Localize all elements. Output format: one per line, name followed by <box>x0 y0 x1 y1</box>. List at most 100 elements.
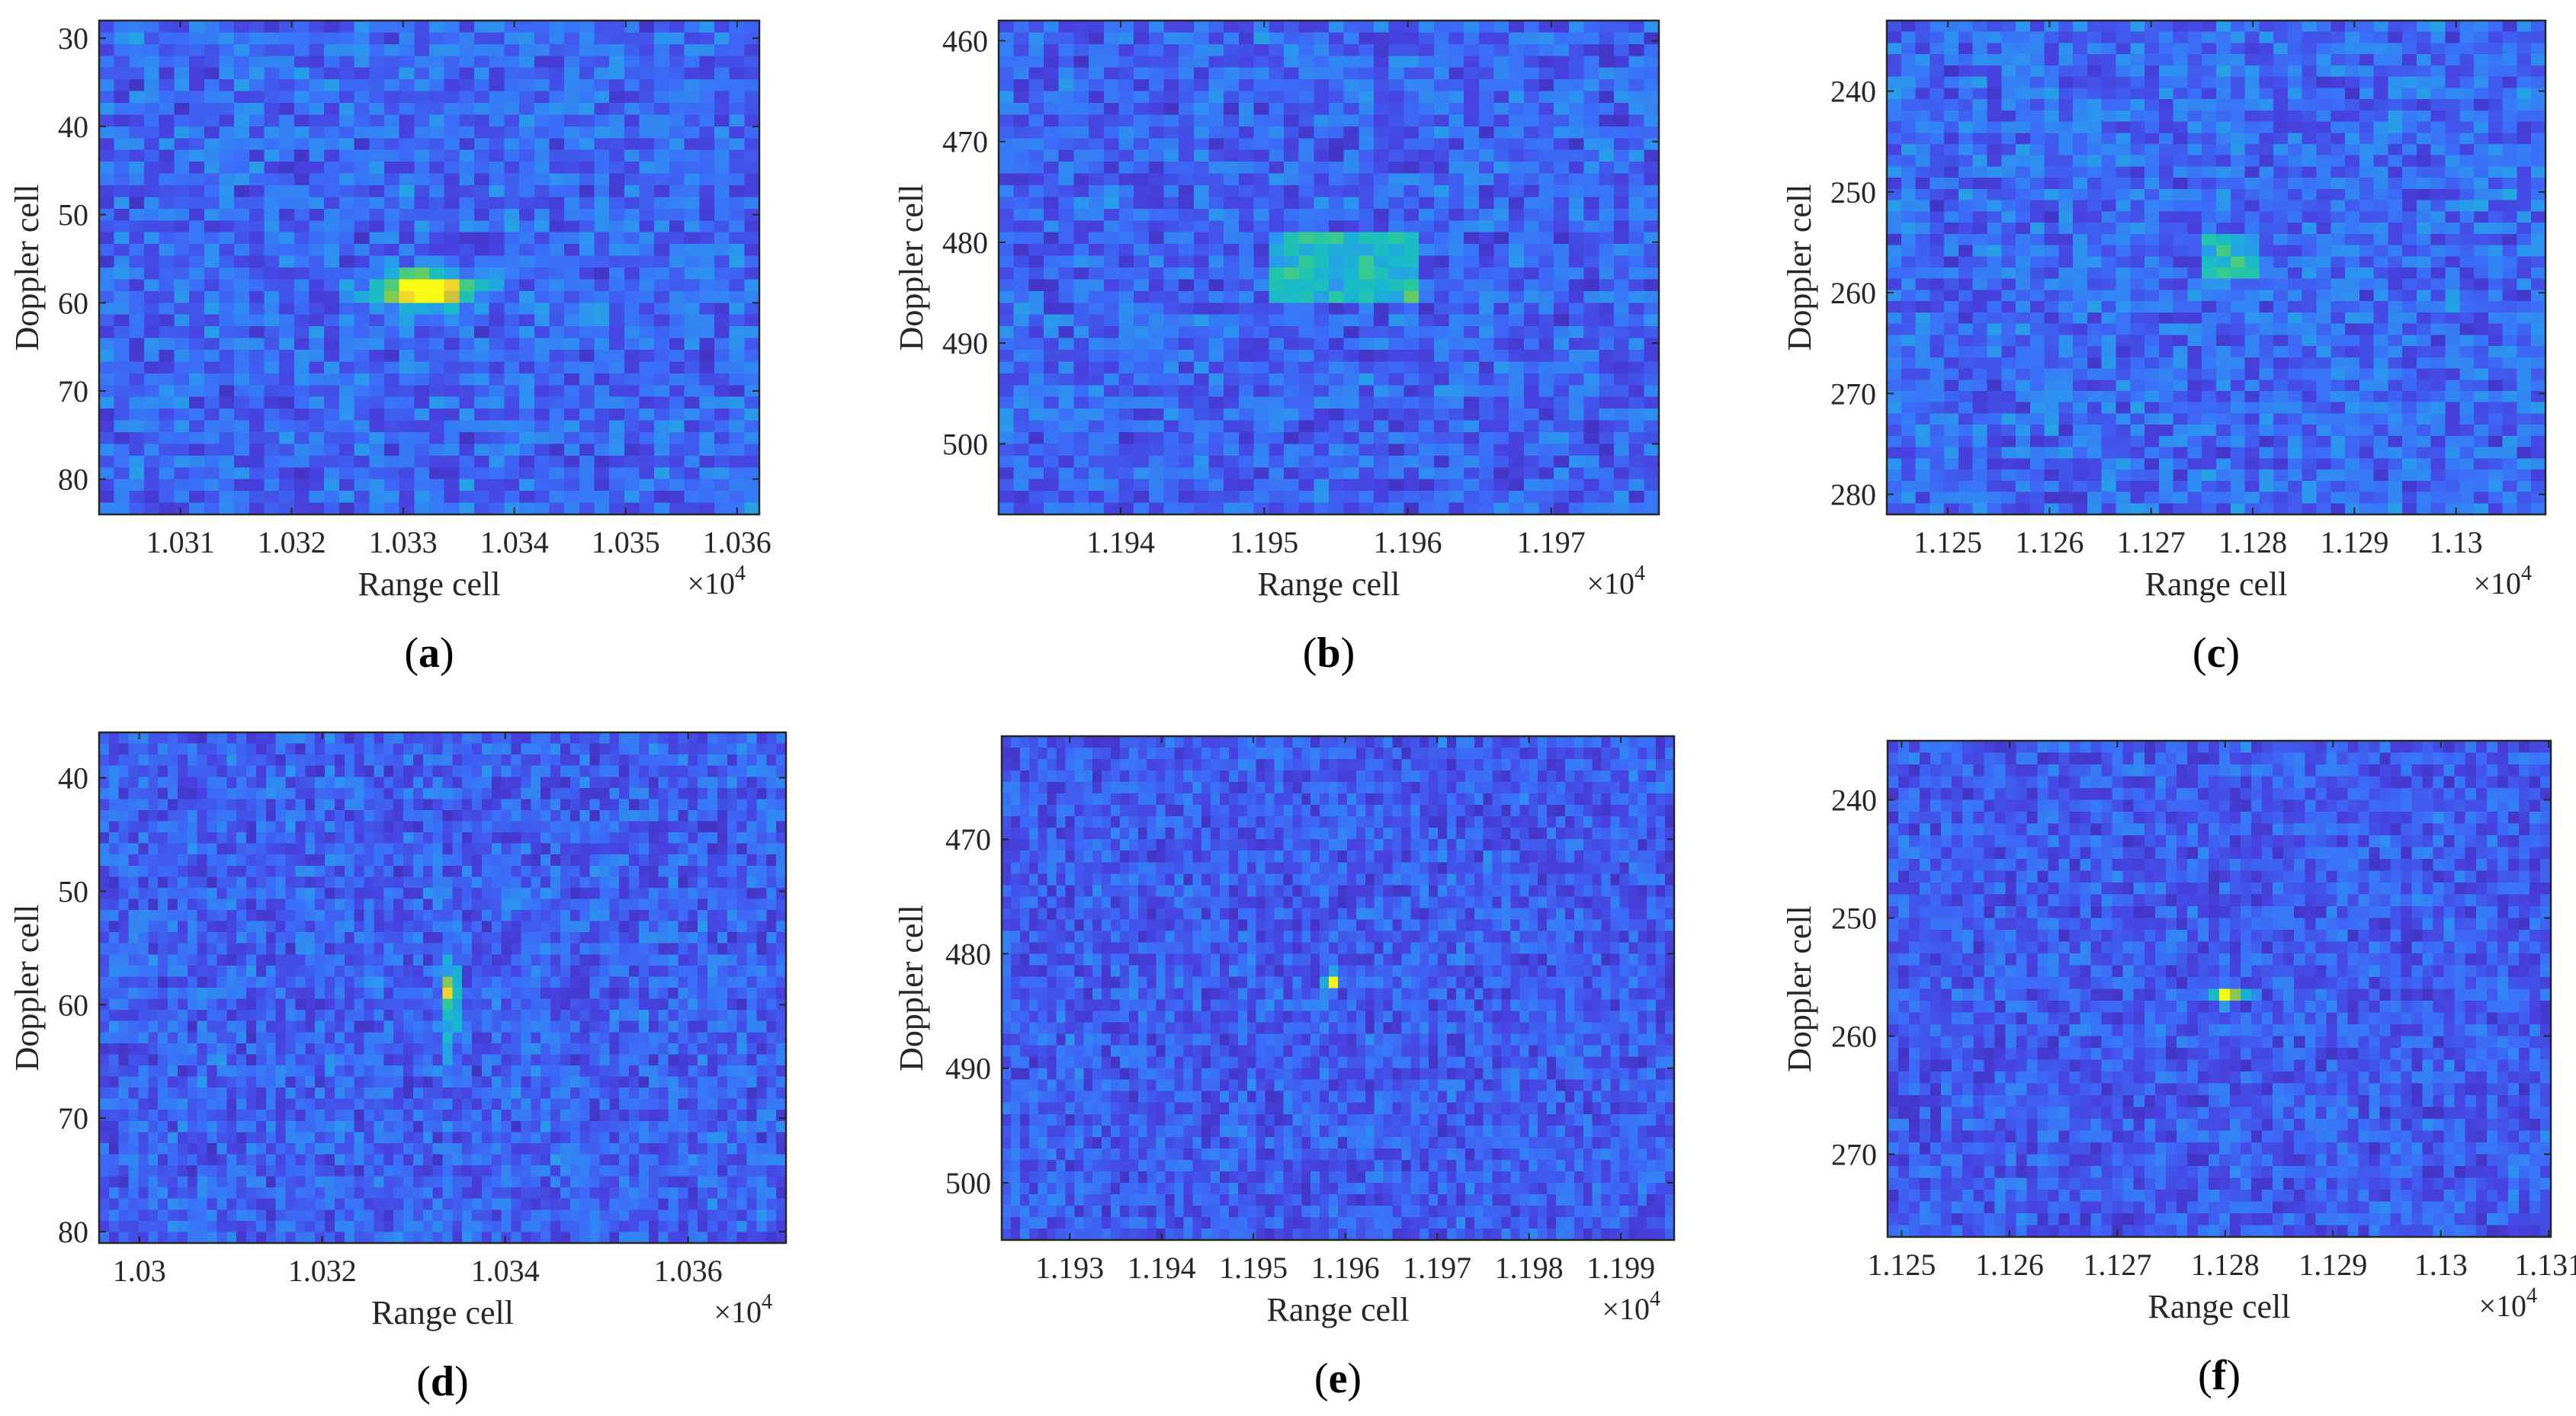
heatmap-cell <box>159 79 175 92</box>
heatmap-cell <box>189 326 205 339</box>
heatmap-cell <box>669 408 685 421</box>
heatmap-cell <box>204 220 220 233</box>
heatmap-cell <box>474 79 490 92</box>
heatmap-cell <box>2345 223 2360 235</box>
heatmap-cell <box>474 173 490 186</box>
heatmap-cell <box>1599 314 1615 327</box>
heatmap-cell <box>1464 255 1480 268</box>
heatmap-cell <box>174 103 190 116</box>
heatmap-cell <box>1359 326 1375 339</box>
heatmap-cell <box>2502 290 2518 302</box>
heatmap-cell <box>714 114 730 127</box>
heatmap-cell <box>2016 256 2031 268</box>
heatmap-cell <box>669 385 685 398</box>
heatmap-cell <box>1193 502 1210 515</box>
heatmap-cell <box>564 338 580 351</box>
heatmap-cell <box>189 220 205 233</box>
heatmap-cell <box>338 361 355 374</box>
heatmap-cell <box>399 502 415 515</box>
heatmap-cell <box>338 455 355 468</box>
heatmap-cell <box>1224 114 1240 127</box>
heatmap-cell <box>1972 223 1988 235</box>
heatmap-cell <box>609 373 625 386</box>
heatmap-cell <box>729 385 745 398</box>
heatmap-cell <box>1509 126 1525 139</box>
heatmap-cell <box>1343 432 1359 445</box>
heatmap-cell <box>1644 396 1660 409</box>
heatmap-cell <box>459 444 475 457</box>
heatmap-cell <box>444 162 460 175</box>
heatmap-cell <box>2087 54 2103 66</box>
heatmap-cell <box>114 385 130 398</box>
heatmap-cell <box>504 279 520 292</box>
heatmap-cell <box>234 303 250 316</box>
heatmap-cell <box>1887 144 1902 156</box>
heatmap-cell <box>1013 479 1029 492</box>
heatmap-cell <box>2416 233 2432 246</box>
heatmap-cell <box>324 479 340 492</box>
heatmap-cell <box>2416 65 2432 78</box>
heatmap-cell <box>519 232 535 245</box>
heatmap-cell <box>338 420 355 433</box>
heatmap-cell <box>1148 138 1165 151</box>
heatmap-cell <box>594 103 610 116</box>
heatmap-cell <box>1644 21 1660 34</box>
heatmap-cell <box>2359 290 2375 302</box>
heatmap-cell <box>429 268 445 280</box>
heatmap-cell <box>1464 208 1480 221</box>
heatmap-cell <box>309 255 325 268</box>
heatmap-cell <box>2158 43 2174 55</box>
heatmap-cell <box>1599 479 1615 492</box>
heatmap-cell <box>1644 103 1660 116</box>
heatmap-cell <box>2073 223 2088 235</box>
heatmap-cell <box>1298 502 1314 515</box>
heatmap-cell <box>1013 91 1029 104</box>
heatmap-cell <box>2359 301 2375 313</box>
heatmap-cell <box>654 361 670 374</box>
heatmap-cell <box>474 479 490 492</box>
heatmap-cell <box>1238 385 1255 398</box>
heatmap-cell <box>338 21 355 34</box>
heatmap-cell <box>2445 144 2460 156</box>
heatmap-cell <box>1599 185 1615 198</box>
heatmap-cell <box>2001 76 2016 88</box>
heatmap-cell <box>1644 385 1660 398</box>
heatmap-cell <box>1644 279 1660 292</box>
heatmap-cell <box>534 91 550 104</box>
heatmap-cell <box>1343 303 1359 316</box>
heatmap-cell <box>2016 290 2031 302</box>
heatmap-cell <box>2073 200 2088 212</box>
heatmap-cell <box>2345 76 2360 88</box>
heatmap-cell <box>1448 303 1464 316</box>
heatmap-cell <box>2001 211 2016 223</box>
heatmap-cell <box>114 126 130 139</box>
heatmap-cell <box>2187 233 2202 246</box>
heatmap-cell <box>264 432 280 445</box>
heatmap-cell <box>2430 278 2446 291</box>
heatmap-cell <box>1253 350 1269 363</box>
heatmap-cell <box>1374 491 1390 504</box>
heatmap-cell <box>2273 278 2289 291</box>
heatmap-cell <box>1044 491 1060 504</box>
heatmap-cell <box>2287 110 2303 123</box>
heatmap-cell <box>1163 67 1179 80</box>
heatmap-cell <box>2531 155 2546 168</box>
heatmap-cell <box>174 279 190 292</box>
heatmap-cell <box>369 103 385 116</box>
heatmap-cell <box>129 149 145 162</box>
heatmap-cell <box>159 255 175 268</box>
heatmap-cell <box>2158 21 2174 33</box>
heatmap-cell <box>1554 444 1570 457</box>
heatmap-cell <box>1028 197 1044 210</box>
heatmap-cell <box>2058 200 2074 212</box>
heatmap-cell <box>204 479 220 492</box>
heatmap-cell <box>1478 502 1495 515</box>
heatmap-cell <box>2502 21 2518 33</box>
heatmap-cell <box>1253 467 1269 480</box>
heatmap-cell <box>1613 173 1630 186</box>
heatmap-cell <box>174 385 190 398</box>
heatmap-cell <box>684 43 700 56</box>
heatmap-cell <box>2359 200 2375 212</box>
heatmap-cell <box>1118 385 1134 398</box>
heatmap-cell <box>1163 373 1179 386</box>
